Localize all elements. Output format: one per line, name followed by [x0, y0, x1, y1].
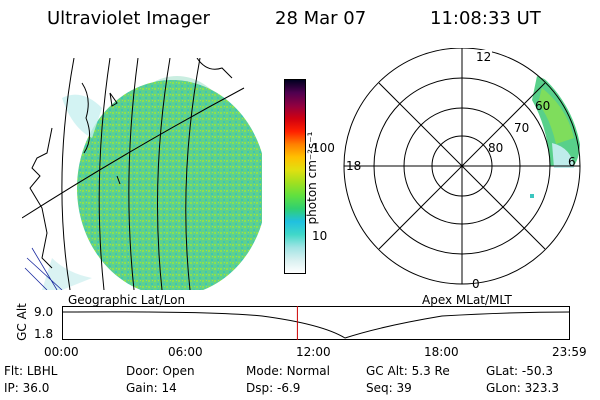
- time-label: 11:08:33 UT: [430, 8, 541, 29]
- altitude-ytick-high: 9.0: [34, 305, 54, 319]
- polar-mlat-mlt-plot: 12 18 0 6 60 70 80: [342, 48, 582, 288]
- colorbar-tick-100: 100: [312, 141, 335, 155]
- mlat-label-60: 60: [535, 99, 550, 113]
- info-ip: IP: 36.0: [4, 381, 50, 395]
- mlat-label-70: 70: [514, 121, 529, 135]
- mlt-label-18: 18: [346, 159, 361, 173]
- mlt-label-6: 6: [568, 155, 576, 169]
- info-door: Door: Open: [126, 364, 195, 378]
- date-label: 28 Mar 07: [275, 8, 367, 29]
- altitude-xtick-0: 00:00: [44, 345, 79, 359]
- info-gain: Gain: 14: [126, 381, 177, 395]
- altitude-xtick-2: 12:00: [296, 345, 331, 359]
- altitude-xtick-1: 06:00: [168, 345, 203, 359]
- info-glon: GLon: 323.3: [486, 381, 559, 395]
- colorbar: [284, 79, 306, 274]
- geographic-panel-label: Geographic Lat/Lon: [68, 293, 186, 307]
- info-gc-alt: GC Alt: 5.3 Re: [366, 364, 450, 378]
- mlt-label-12: 12: [476, 50, 491, 64]
- altitude-ylabel: GC Alt: [14, 303, 29, 341]
- apex-panel-label: Apex MLat/MLT: [422, 293, 512, 307]
- info-glat: GLat: -50.3: [486, 364, 553, 378]
- altitude-xtick-4: 23:59: [552, 345, 587, 359]
- colorbar-unit-label: photon cm⁻²s⁻¹: [305, 131, 319, 225]
- info-seq: Seq: 39: [366, 381, 412, 395]
- colorbar-tick-10: 10: [312, 229, 328, 243]
- altitude-xtick-3: 18:00: [424, 345, 459, 359]
- instrument-title: Ultraviolet Imager: [47, 8, 210, 29]
- info-mode: Mode: Normal: [246, 364, 330, 378]
- mlt-label-0: 0: [472, 277, 480, 288]
- altitude-ytick-low: 1.8: [34, 327, 54, 341]
- info-flt: Flt: LBHL: [4, 364, 58, 378]
- info-dsp: Dsp: -6.9: [246, 381, 301, 395]
- altitude-plot: [62, 306, 571, 340]
- geographic-image: [22, 58, 262, 290]
- mlat-label-80: 80: [488, 141, 503, 155]
